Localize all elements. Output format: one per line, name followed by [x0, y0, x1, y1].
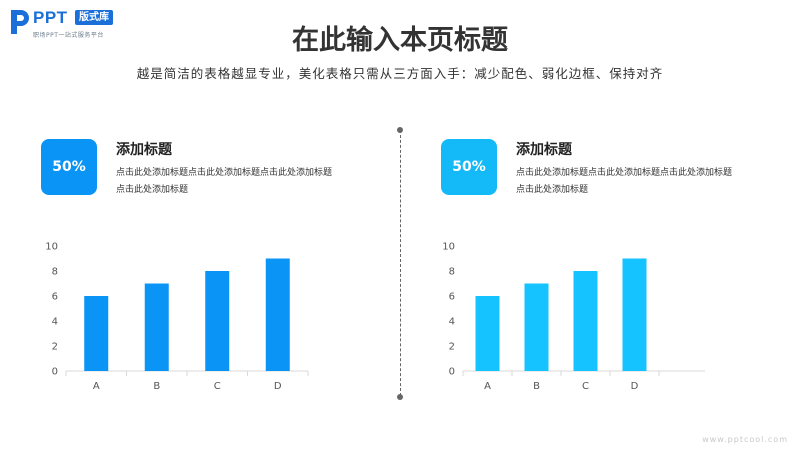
ppt-logo-icon [11, 10, 29, 34]
logo-tagline: 职场PPT一站式服务平台 [33, 32, 104, 39]
center-divider [400, 130, 401, 396]
panel-desc-right[interactable]: 点击此处添加标题点击此处添加标题点击此处添加标题点击此处添加标题 [516, 168, 733, 195]
bar-a [475, 296, 500, 371]
logo-brand-text: PPT [33, 8, 68, 27]
bar-chart-right: 0 2 4 6 8 10 A B C D [442, 242, 705, 392]
y-tick-label: 4 [52, 317, 58, 328]
y-tick-label: 6 [52, 292, 58, 303]
panel-title-right[interactable]: 添加标题 [516, 142, 572, 158]
bar-c [205, 271, 230, 371]
y-tick-label: 10 [442, 242, 455, 253]
y-tick-label: 10 [45, 242, 58, 253]
divider-bottom-dot [397, 394, 403, 400]
logo-badge: 版式库 [75, 10, 113, 25]
bar-b [144, 283, 169, 371]
x-tick-label: C [214, 381, 221, 392]
x-tick-label: D [274, 381, 282, 392]
percent-badge-right[interactable]: 50% [441, 139, 497, 195]
divider-top-dot [397, 127, 403, 133]
watermark: www.pptcool.com [702, 435, 788, 444]
x-tick-label: A [93, 381, 100, 392]
x-tick-label: D [631, 381, 639, 392]
bar-chart-left: 0 2 4 6 8 10 A B C D [45, 242, 309, 392]
y-tick-label: 0 [449, 367, 455, 378]
y-tick-label: 4 [449, 317, 455, 328]
y-tick-label: 2 [52, 342, 58, 353]
page-title[interactable]: 在此输入本页标题 [292, 25, 508, 56]
percent-badge-left[interactable]: 50% [41, 139, 97, 195]
panel-desc-left[interactable]: 点击此处添加标题点击此处添加标题点击此处添加标题点击此处添加标题 [116, 168, 333, 195]
bar-b [524, 283, 549, 371]
brand-logo: PPT 版式库 职场PPT一站式服务平台 [8, 6, 158, 40]
page-subtitle[interactable]: 越是简洁的表格越显专业，美化表格只需从三方面入手：减少配色、弱化边框、保持对齐 [136, 66, 664, 81]
y-tick-label: 8 [52, 267, 58, 278]
y-tick-label: 6 [449, 292, 455, 303]
y-tick-label: 2 [449, 342, 455, 353]
bar-c [573, 271, 598, 371]
y-tick-label: 8 [449, 267, 455, 278]
bar-a [84, 296, 109, 371]
bar-d [265, 258, 290, 371]
bar-d [622, 258, 647, 371]
panel-title-left[interactable]: 添加标题 [116, 142, 172, 158]
x-tick-label: C [582, 381, 589, 392]
x-tick-label: A [484, 381, 491, 392]
x-tick-label: B [153, 381, 160, 392]
y-tick-label: 0 [52, 367, 58, 378]
x-tick-label: B [533, 381, 540, 392]
